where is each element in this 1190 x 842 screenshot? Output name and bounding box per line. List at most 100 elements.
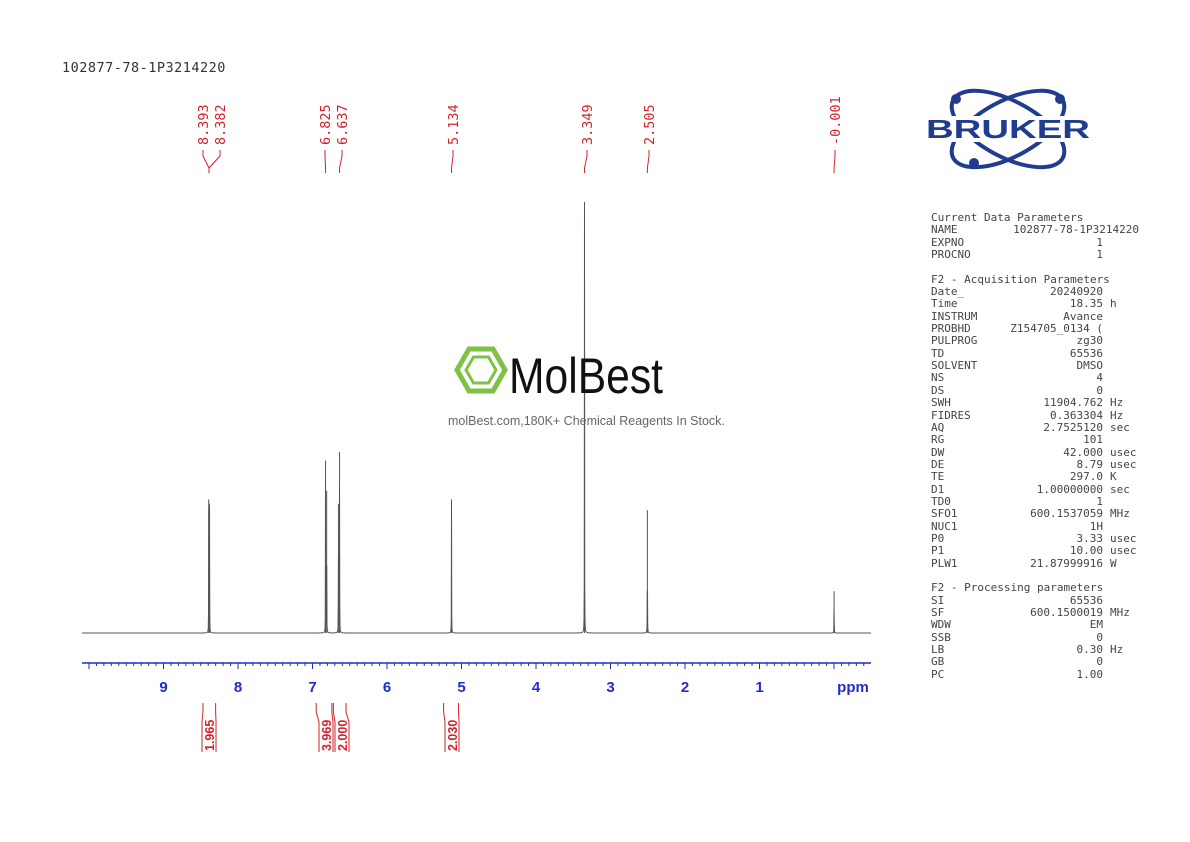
peak-label: 6.825: [318, 104, 334, 145]
peak-label-connector: [646, 150, 650, 173]
param-unit: usec: [1110, 457, 1137, 471]
param-unit: usec: [1110, 531, 1137, 545]
param-value: 65536: [1069, 593, 1103, 607]
param-value: 0.363304: [1050, 408, 1103, 422]
param-unit: sec: [1110, 420, 1130, 434]
param-value: 1: [1096, 248, 1103, 262]
param-name: SWH: [931, 396, 951, 410]
tick-label-6: 6: [383, 679, 391, 696]
param-unit: [1103, 323, 1110, 335]
param-unit: [1103, 656, 1110, 668]
param-value: 101: [1083, 433, 1103, 447]
param-name: NS: [931, 371, 945, 385]
param-row: P1 10.00 usec: [931, 544, 1146, 558]
param-name: RG: [931, 433, 945, 447]
peak-label-connector: [833, 150, 836, 173]
param-section: Current Data Parameters NAME 102877-78-1P3…: [931, 211, 1146, 262]
tick-label-2: 2: [681, 679, 689, 696]
spectrum-line: [82, 202, 871, 634]
param-value: DMSO: [1076, 359, 1104, 373]
param-name: P1: [931, 544, 945, 558]
param-section-header: Current Data Parameters: [931, 211, 1084, 224]
param-unit: Hz: [1110, 643, 1124, 657]
param-value: 600.1537059: [1030, 507, 1103, 521]
param-unit: [1103, 521, 1110, 533]
param-row: DE 8.79 usec: [931, 457, 1146, 471]
param-row: TE 297.0 K: [931, 470, 1146, 483]
param-value: 4: [1096, 371, 1103, 385]
param-row: TD 65536: [931, 346, 1146, 360]
param-name: PC: [931, 667, 945, 681]
param-value: 102877-78-1P3214220: [1013, 223, 1139, 237]
param-unit: [1103, 669, 1110, 681]
param-row: NS 4: [931, 371, 1146, 385]
param-name: Time: [931, 297, 958, 311]
param-row: GB 0: [931, 655, 1146, 669]
param-name: INSTRUM: [931, 309, 978, 323]
param-value: 1.00: [1076, 667, 1104, 681]
param-unit: [1103, 619, 1110, 631]
param-value: 1H: [1089, 519, 1103, 533]
param-row: PC 1.00: [931, 667, 1146, 681]
param-row: AQ 2.7525120 sec: [931, 420, 1146, 434]
param-row: NUC1 1H: [931, 519, 1146, 533]
param-row: SWH 11904.762 Hz: [931, 396, 1146, 410]
param-value: Z154705_0134 (: [1010, 322, 1103, 336]
param-name: SFO1: [931, 507, 958, 521]
param-unit: Hz: [1110, 396, 1124, 410]
param-name: P0: [931, 531, 945, 545]
param-row: DW 42.000 usec: [931, 446, 1146, 459]
param-section-header: F2 - Processing parameters: [931, 581, 1104, 595]
peak-label-connector: [208, 150, 221, 173]
param-value: 10.00: [1069, 544, 1103, 558]
param-value: 1.00000000: [1036, 482, 1103, 496]
param-value: 1: [1096, 235, 1103, 249]
peak-label-connector: [202, 150, 210, 173]
integral-bracket: [315, 703, 334, 752]
param-name: NUC1: [931, 519, 958, 533]
param-unit: [1103, 632, 1110, 644]
param-row: NAME 102877-78-1P3214220: [931, 223, 1146, 237]
param-row: D1 1.00000000 sec: [931, 482, 1146, 496]
peak-label: 5.134: [446, 104, 462, 145]
param-name: SF: [931, 606, 945, 619]
param-unit: [1103, 595, 1110, 607]
param-section-header: F2 - Acquisition Parameters: [931, 272, 1110, 286]
param-name: GB: [931, 655, 945, 669]
param-unit: [1103, 496, 1110, 508]
param-unit: [1103, 385, 1110, 397]
bruker-logo-text: BRUKER: [926, 114, 1090, 144]
tick-label-1: 1: [755, 679, 763, 696]
param-name: AQ: [931, 420, 945, 434]
param-name: SI: [931, 593, 945, 607]
molbest-logo-icon: [454, 346, 508, 394]
param-row: TD0 1: [931, 494, 1146, 508]
peak-labels: 8.393 8.382 6.825 6.637 5.134 3.349 2.505 -0.00…: [196, 96, 844, 173]
param-row: LB 0.30 Hz: [931, 643, 1146, 657]
peak-label-connector: [584, 150, 588, 173]
param-name: DE: [931, 457, 945, 471]
peak-label: 3.349: [580, 104, 596, 145]
param-row: Time 18.35 h: [931, 297, 1146, 311]
param-value: 1: [1096, 494, 1103, 508]
param-row: PLW1 21.87999916 W: [931, 557, 1146, 570]
ppm-axis: 9 8 7 6 5 4 3 2 1 ppm: [82, 662, 871, 696]
param-unit: [1103, 360, 1110, 372]
watermark-subtitle: molBest.com,180K+ Chemical Reagents In S…: [448, 414, 725, 428]
spectrum-title: 102877-78-1P3214220: [62, 60, 226, 76]
param-name: TD: [931, 346, 945, 360]
integral-value: 2.000: [336, 720, 350, 751]
param-section: F2 - Processing parameters SI 65536 SF 600.1…: [931, 581, 1146, 681]
param-name: SOLVENT: [931, 359, 978, 373]
param-value: Avance: [1063, 309, 1103, 323]
param-value: 0: [1096, 383, 1103, 397]
tick-label-3: 3: [606, 679, 614, 696]
tick-label-7: 7: [308, 679, 316, 696]
bruker-logo-icon: [924, 88, 1092, 170]
param-row: PROCNO 1: [931, 248, 1146, 262]
param-value: 8.79: [1076, 457, 1104, 471]
param-unit: h: [1110, 297, 1117, 311]
param-name: SSB: [931, 630, 951, 644]
param-name: EXPNO: [931, 235, 965, 249]
